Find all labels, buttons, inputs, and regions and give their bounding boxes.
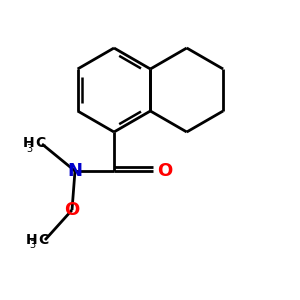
Text: 3: 3	[26, 144, 32, 154]
Text: C: C	[38, 233, 49, 247]
Text: N: N	[68, 162, 82, 180]
Text: O: O	[158, 162, 172, 180]
Text: H: H	[26, 233, 37, 247]
Text: 3: 3	[29, 240, 35, 250]
Text: C: C	[35, 136, 46, 149]
Text: H: H	[22, 136, 34, 149]
Text: O: O	[64, 201, 80, 219]
